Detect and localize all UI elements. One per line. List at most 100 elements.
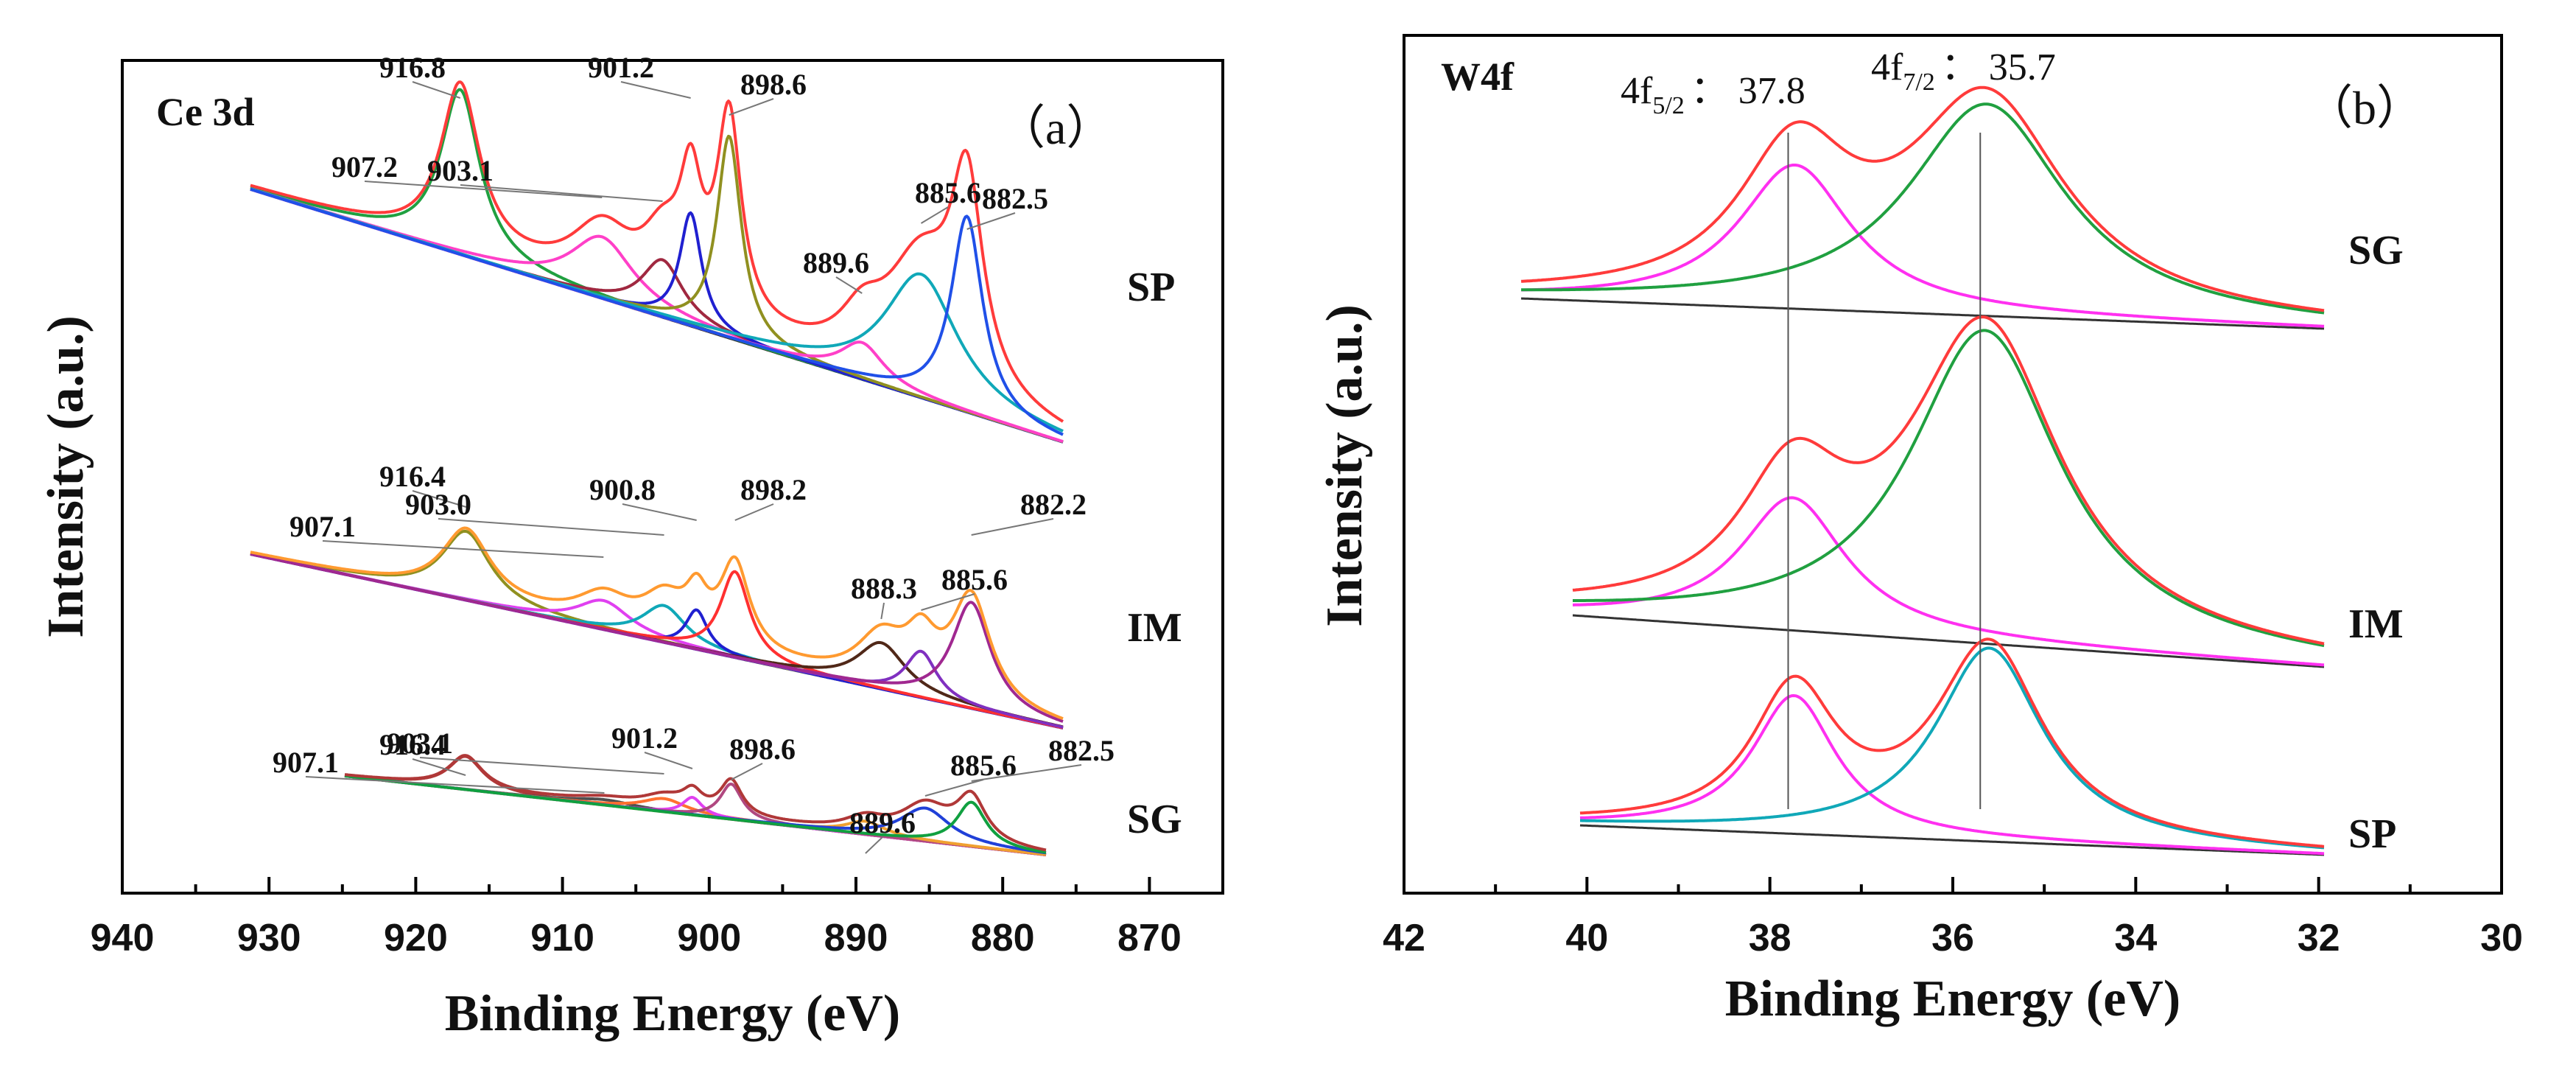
panel-b-sample-label: SG (2348, 228, 2404, 273)
panel-b-series-sp: SP (1579, 637, 2396, 857)
panel-a-peak-label: 901.2 (611, 721, 678, 755)
panel-a-sample-label: SP (1127, 265, 1175, 310)
panel-a-peak-label: 907.1 (289, 510, 356, 543)
panel-a-peak-label: 901.2 (588, 51, 654, 84)
panel-b-x-axis: 42 40 38 36 34 32 30 (1383, 877, 2523, 959)
panel-a-peak-label: 889.6 (803, 246, 869, 279)
panel-a-peak-leader (322, 540, 604, 558)
panel-a-peak-leader (971, 518, 1054, 536)
panel-a-x-tick-label: 900 (677, 917, 741, 959)
panel-a-peak-leader (729, 98, 774, 116)
panel-b-baseline (1572, 614, 2325, 668)
panel-a-series-group: SP IM SG (250, 80, 1182, 856)
panel-a-peak-leader (438, 518, 664, 536)
panel-a-peak-leader (412, 758, 466, 776)
panel-a-y-axis-title: Intensity (a.u.) (38, 315, 94, 638)
panel-a-peak-leader (920, 206, 949, 224)
panel-a-peak-leader (835, 276, 863, 294)
panel-b-corner-label: W4f (1441, 55, 1515, 99)
panel-a-component-882-2 (250, 552, 1064, 723)
panel-a-peak-leader (734, 503, 774, 521)
panel-a-peak-leader (305, 776, 605, 794)
panel-a-peak-label: 885.6 (941, 563, 1008, 596)
panel-b-y-axis-title: Intensity (a.u.) (1316, 304, 1373, 627)
panel-a-peak-label: 903.0 (405, 488, 471, 521)
panel-a-sample-label: SG (1127, 797, 1182, 842)
panel-a-peak-leader (412, 81, 461, 99)
panel-a-envelope (250, 526, 1064, 721)
panel-b-plot-frame (1403, 34, 2503, 895)
panel-b-component-37-8 (1572, 496, 2325, 667)
panel-a-peak-leader (865, 836, 883, 854)
panel-a-peak-label: 903.1 (427, 154, 494, 187)
panel-a-peak-leader (622, 503, 697, 521)
panel-b-x-tick-label: 30 (2480, 917, 2523, 959)
panel-a-peak-label: 885.6 (915, 176, 981, 209)
panel-a-corner-label: Ce 3d (156, 90, 255, 134)
panel-a-peak-leader (460, 184, 663, 202)
panel-a-peak-label: 916.4 (379, 728, 446, 761)
panel-a-peak-label: 882.5 (982, 182, 1048, 215)
panel-b-series-im: IM (1572, 315, 2404, 668)
panel-a-envelope (250, 80, 1064, 423)
panel-b-envelope (1572, 315, 2325, 646)
panel-a-peak-label: 882.2 (1020, 488, 1087, 521)
panel-a-peak-label: 903.1 (387, 727, 453, 760)
panel-a-component-916-8 (250, 88, 1064, 444)
panel-a-panel-label: （a） (998, 102, 1113, 154)
panel-a-x-tick-label: 920 (384, 917, 448, 959)
panel-a-peak-label: 888.3 (851, 572, 917, 605)
panel-a-peak-leader (620, 81, 691, 99)
panel-b-series-group: SG IM SP (1520, 85, 2404, 857)
panel-b-envelope (1579, 637, 2325, 848)
panel-b-x-tick-label: 36 (1931, 917, 1974, 959)
panel-a-peak-label: 907.1 (273, 746, 339, 779)
panel-b-series-sg: SG (1520, 85, 2404, 330)
panel-b-baseline (1520, 297, 2325, 330)
panel-a-x-tick-label: 890 (824, 917, 888, 959)
panel-a-peak-label: 916.4 (379, 460, 446, 493)
panel-a-x-tick-label: 910 (530, 917, 594, 959)
panel-b-envelope (1520, 85, 2325, 312)
panel-a-x-tick-label: 880 (971, 917, 1035, 959)
panel-a-x-tick-label: 870 (1117, 917, 1182, 959)
panel-b-component-37-8 (1579, 694, 2325, 856)
panel-a-plot-frame (121, 59, 1224, 895)
panel-a-peak-label: 882.5 (1048, 734, 1115, 767)
panel-a-peak-leader (880, 602, 885, 620)
panel-b-x-tick-label: 40 (1565, 917, 1608, 959)
panel-b-baseline (1579, 824, 2325, 856)
panel-a-peak-leader (971, 764, 1082, 782)
panel-a-x-tick-label: 940 (91, 917, 155, 959)
panel-a-peak-leader (364, 181, 603, 198)
panel-a-series-sg: SG (344, 754, 1182, 856)
panel-a-peak-label: 898.2 (740, 473, 807, 506)
panel-a-series-sp: SP (250, 80, 1175, 444)
panel-a-sample-label: IM (1127, 605, 1182, 651)
panel-a-component-882-5 (344, 774, 1047, 854)
panel-b-peak-label: 4f7/2： 35.7 (1871, 46, 2056, 96)
panel-a-x-axis-title: Binding Energy (eV) (445, 985, 900, 1042)
panel-a-series-im: IM (250, 526, 1182, 730)
panel-a-peak-label: 898.6 (729, 732, 796, 766)
panel-b-sample-label: IM (2348, 601, 2404, 647)
panel-b-x-tick-label: 34 (2114, 917, 2157, 959)
panel-a-peak-leader (921, 593, 975, 611)
panel-a-peak-label: 898.6 (740, 68, 807, 101)
panel-a-peak-leader (419, 757, 664, 774)
panel-a-peak-leader (966, 212, 1016, 230)
panel-b-component-35-7 (1579, 646, 2325, 850)
panel-b-x-tick-label: 32 (2298, 917, 2340, 959)
panel-b-annotations: 4f5/2： 37.8 4f7/2： 35.7 (1621, 46, 2056, 809)
panel-a-envelope (344, 754, 1047, 852)
panel-b-component-37-8 (1520, 164, 2325, 328)
panel-b-component-35-7 (1520, 102, 2325, 315)
panel-a: 940 930 920 910 900 890 880 870 Binding Energy … (38, 51, 1224, 1042)
panel-b-panel-label: （b） (2306, 82, 2424, 134)
panel-a-peak-leader (644, 752, 693, 769)
panel-a-peak-label: 900.8 (589, 473, 656, 506)
panel-b-sample-label: SP (2348, 811, 2396, 857)
panel-a-x-axis: 940 930 920 910 900 890 880 870 (91, 877, 1182, 959)
